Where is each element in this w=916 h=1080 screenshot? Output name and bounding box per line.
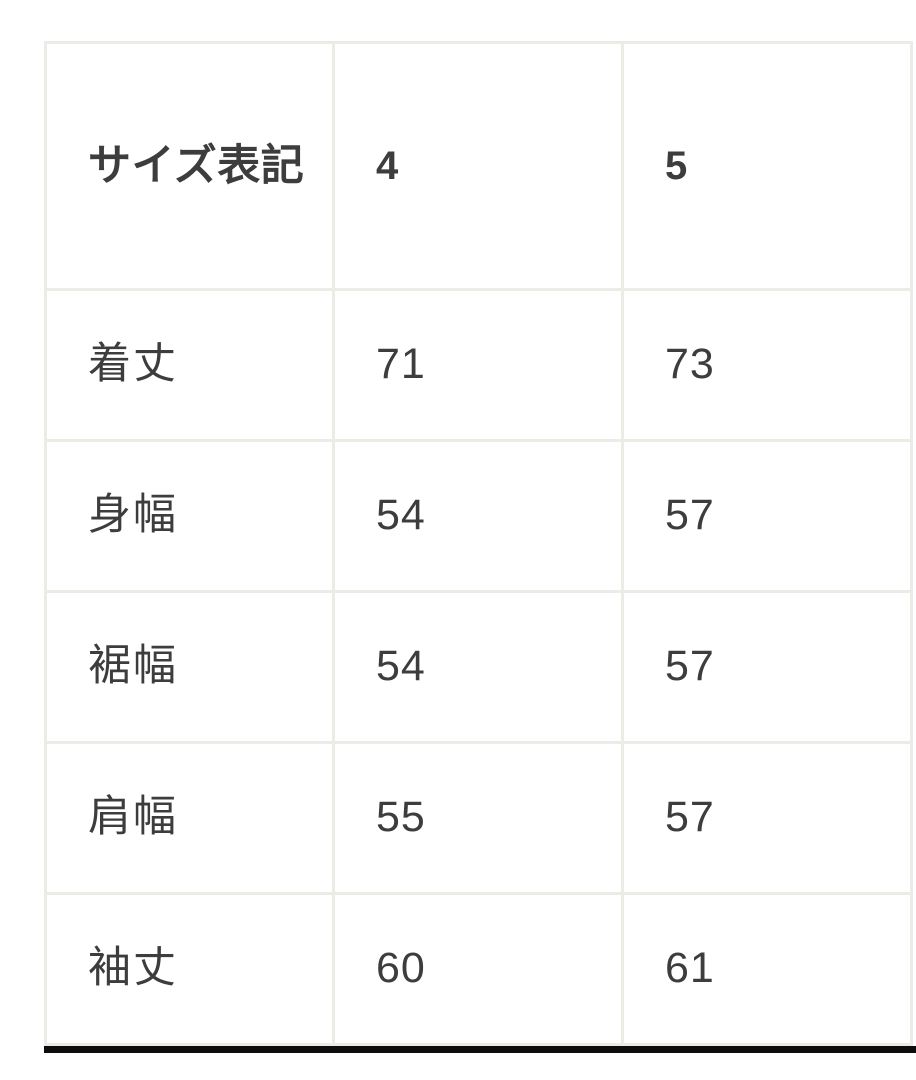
header-cell-size-4: 4	[332, 41, 624, 291]
cell-kitake-size5: 73	[621, 288, 913, 442]
cell-mihaba-size4: 54	[332, 439, 624, 593]
row-label-susohaba: 裾幅	[44, 590, 335, 744]
row-label-mihaba: 身幅	[44, 439, 335, 593]
cell-katahaba-size5: 57	[621, 741, 913, 895]
cell-katahaba-size4: 55	[332, 741, 624, 895]
table-row: 袖丈 60 61	[44, 892, 913, 1046]
table-row: 肩幅 55 57	[44, 741, 913, 895]
size-chart-container: サイズ表記 4 5 着丈 71 73 身幅 54 57 裾幅 5	[44, 41, 916, 1046]
header-cell-size-label: サイズ表記	[44, 41, 335, 291]
table-header-row: サイズ表記 4 5	[44, 41, 913, 291]
cell-kitake-size4: 71	[332, 288, 624, 442]
cell-mihaba-size5: 57	[621, 439, 913, 593]
row-label-sodetake: 袖丈	[44, 892, 335, 1046]
table-row: 裾幅 54 57	[44, 590, 913, 744]
cell-sodetake-size5: 61	[621, 892, 913, 1046]
cell-susohaba-size5: 57	[621, 590, 913, 744]
row-label-kitake: 着丈	[44, 288, 335, 442]
size-chart-body: 着丈 71 73 身幅 54 57 裾幅 54 57 肩幅 55 57	[44, 288, 913, 1046]
cell-sodetake-size4: 60	[332, 892, 624, 1046]
cell-susohaba-size4: 54	[332, 590, 624, 744]
size-chart-table: サイズ表記 4 5 着丈 71 73 身幅 54 57 裾幅 5	[44, 41, 913, 1046]
size-chart-header: サイズ表記 4 5	[44, 41, 913, 291]
row-label-katahaba: 肩幅	[44, 741, 335, 895]
table-row: 着丈 71 73	[44, 288, 913, 442]
bottom-divider	[44, 1046, 916, 1053]
header-cell-size-5: 5	[621, 41, 913, 291]
table-row: 身幅 54 57	[44, 439, 913, 593]
